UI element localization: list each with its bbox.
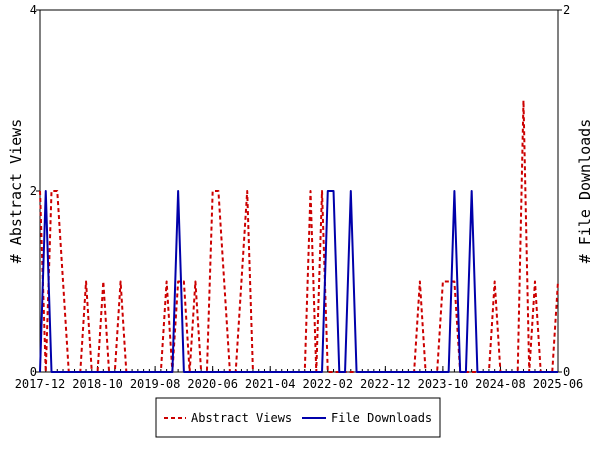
x-tick-label: 2020-06 — [187, 377, 238, 391]
x-tick-label: 2018-10 — [72, 377, 123, 391]
x-tick-label: 2022-12 — [360, 377, 411, 391]
y-axis-title: # Abstract Views — [7, 119, 25, 264]
legend-box — [155, 397, 441, 438]
x-tick-label: 2021-04 — [245, 377, 296, 391]
x-tick-label: 2025-06 — [533, 377, 584, 391]
x-tick-label: 2023-10 — [418, 377, 469, 391]
tick-labels: 2017-12 2018-10 2019-08 2020-06 2021-04 2022-… — [15, 3, 584, 391]
series-line-file-downloads — [39, 190, 558, 373]
y2-axis-title: # File Downloads — [576, 119, 594, 264]
x-tick-label: 2024-08 — [475, 377, 526, 391]
series-layer — [39, 99, 559, 373]
y-tick-label: 4 — [30, 3, 37, 17]
y2-tick-label: 2 — [563, 3, 570, 17]
y-tick-label: 2 — [30, 184, 37, 198]
x-tick-label: 2019-08 — [130, 377, 181, 391]
legend-file-downloads-label: File Downloads — [331, 411, 432, 425]
y2-tick-label: 0 — [563, 365, 570, 379]
y-tick-label: 0 — [30, 365, 37, 379]
x-tick-label: 2017-12 — [15, 377, 66, 391]
legend-abstract-views-label: Abstract Views — [191, 411, 292, 425]
x-tick-label: 2022-02 — [302, 377, 353, 391]
legend: Abstract Views File Downloads — [155, 397, 441, 438]
